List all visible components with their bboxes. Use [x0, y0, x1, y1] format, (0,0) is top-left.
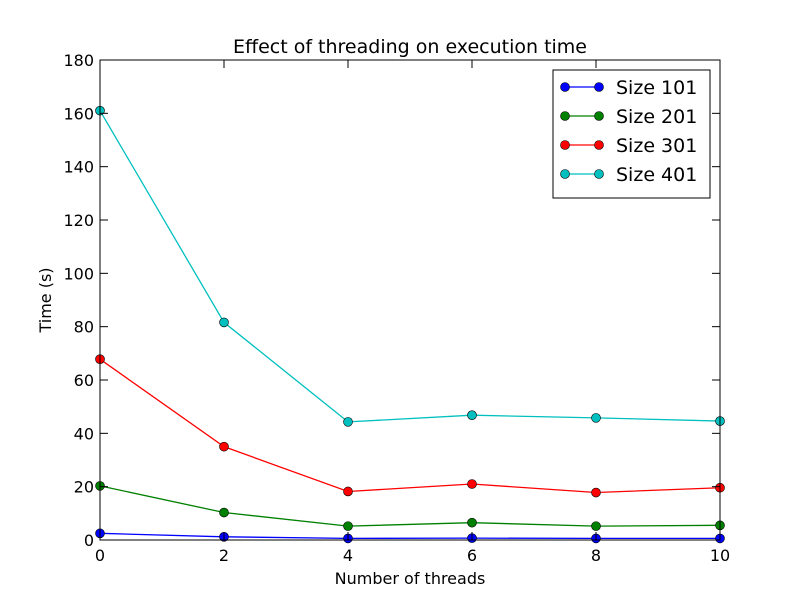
legend-marker [560, 82, 570, 92]
series-line [99, 485, 721, 527]
legend-entry: Size 201 [560, 106, 697, 128]
data-point [219, 507, 229, 518]
legend-label: Size 101 [616, 77, 697, 99]
series-line [99, 110, 721, 423]
legend-marker [560, 169, 570, 179]
legend-marker [594, 140, 604, 150]
legend-marker [594, 82, 604, 92]
legend-entry: Size 101 [560, 77, 697, 99]
series-size-101 [95, 528, 725, 544]
y-tick-label: 100 [63, 264, 94, 283]
legend-label: Size 301 [616, 135, 697, 157]
x-tick-label: 10 [710, 546, 730, 565]
y-tick-label: 160 [63, 104, 94, 123]
x-tick-label: 0 [95, 546, 105, 565]
chart-title: Effect of threading on execution time [233, 36, 587, 58]
data-point [219, 441, 229, 452]
data-point [343, 417, 353, 427]
legend-label: Size 201 [616, 106, 697, 128]
y-axis-label: Time (s) [36, 267, 55, 333]
x-tick-label: 2 [219, 546, 229, 565]
x-tick-label: 8 [591, 546, 601, 565]
y-tick-label: 20 [74, 478, 94, 497]
x-tick-label: 4 [343, 546, 353, 565]
data-point [591, 521, 601, 531]
data-point [467, 479, 477, 489]
data-point [343, 521, 353, 531]
series-size-301 [95, 354, 725, 498]
y-tick-label: 40 [74, 424, 94, 443]
y-tick-label: 120 [63, 211, 94, 230]
legend-entry: Size 301 [560, 135, 697, 157]
y-tick-label: 80 [74, 318, 94, 337]
data-point [467, 517, 477, 528]
legend-marker [560, 111, 570, 121]
x-axis-label: Number of threads [335, 569, 486, 588]
legend-entry: Size 401 [560, 164, 697, 186]
legend-marker [594, 111, 604, 121]
series-size-201 [95, 481, 725, 531]
legend: Size 101 Size 201 Size 301 Size 401 [552, 69, 711, 199]
y-tick-label: 140 [63, 158, 94, 177]
plot-frame [99, 59, 721, 541]
data-point [467, 410, 477, 421]
series-line [99, 532, 720, 540]
legend-label: Size 401 [616, 164, 697, 186]
y-tick-label: 180 [63, 51, 94, 70]
data-point [591, 413, 601, 423]
y-tick-label: 0 [84, 531, 94, 550]
data-point [343, 486, 353, 497]
data-point [219, 317, 229, 328]
x-tick-label: 6 [467, 546, 477, 565]
legend-marker [594, 169, 604, 179]
series-size-401 [95, 105, 725, 427]
y-tick-label: 60 [74, 371, 94, 390]
series-line [99, 358, 721, 494]
legend-box [552, 69, 711, 199]
data-point [591, 487, 601, 498]
legend-marker [560, 140, 570, 150]
